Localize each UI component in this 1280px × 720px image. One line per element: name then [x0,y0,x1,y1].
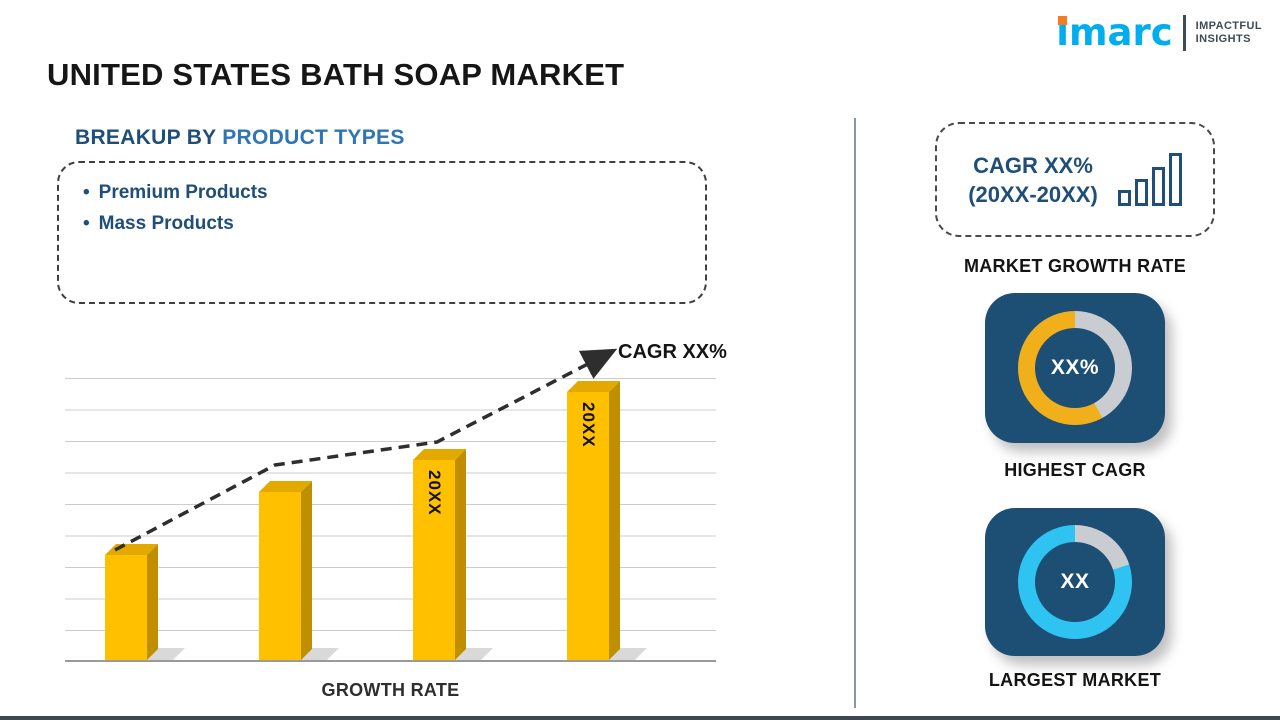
bar-front-face: 20XX [413,460,455,660]
donut-hole: XX% [1035,328,1115,408]
market-growth-rate-label: MARKET GROWTH RATE [963,256,1187,276]
breakup-heading-prefix: BREAKUP BY [75,126,223,149]
breakup-item-label: Premium Products [98,182,268,203]
breakup-item: • Premium Products [83,177,681,208]
highest-cagr-label: HIGHEST CAGR [1004,460,1146,480]
market-growth-card: CAGR XX% (20XX-20XX) [935,122,1215,237]
bar-chart-icon-bar [1151,167,1165,206]
highest-cagr-value: XX% [1050,356,1100,379]
bar: 20XX [567,381,647,660]
bar [259,481,339,660]
growth-card-line1: CAGR XX% [973,152,1093,178]
page-title: UNITED STATES BATH SOAP MARKET [47,57,625,92]
logo-brand-text: imarc [1056,14,1172,51]
bar-front-face [105,555,147,660]
largest-market-donut: XX [1018,525,1132,639]
bar: 20XX [413,449,493,660]
imarc-logo: imarc IMPACTFUL INSIGHTS [1056,14,1262,51]
growth-card-text: CAGR XX% (20XX-20XX) [968,151,1098,209]
cagr-annotation: CAGR XX% [618,341,727,363]
breakup-item-label: Mass Products [98,213,234,234]
bar-chart-plot-area: 20XX 20XX [65,378,716,662]
breakup-item: • Mass Products [83,208,681,239]
largest-market-value: XX [1060,570,1090,593]
logo-tagline: IMPACTFUL INSIGHTS [1196,20,1262,46]
logo-tagline-line1: IMPACTFUL [1195,19,1262,32]
logo-tagline-line2: INSIGHTS [1195,32,1251,45]
logo-brand-word: imarc [1056,11,1173,54]
bottom-accent-bar [0,716,1280,720]
highest-cagr-donut: XX% [1018,311,1132,425]
breakup-heading-highlight: PRODUCT TYPES [222,126,405,149]
bar [105,544,185,660]
bar-chart-icon-bar [1117,190,1131,206]
bar-value-label: 20XX [579,402,598,448]
vertical-divider [854,118,856,708]
donut-hole: XX [1035,542,1115,622]
bar-chart-icon-bar [1168,153,1182,206]
bullet-icon: • [83,182,90,203]
bar-value-label: 20XX [425,470,444,516]
trend-arrow [114,348,618,552]
breakup-box: • Premium Products • Mass Products [57,161,707,304]
bar-front-face [259,492,301,660]
highest-cagr-card: XX% [985,293,1165,443]
largest-market-card: XX [985,508,1165,656]
logo-orange-dot-icon [1058,16,1068,25]
xaxis-label: GROWTH RATE [321,680,460,700]
logo-separator [1182,14,1186,51]
breakup-heading: BREAKUP BY PRODUCT TYPES [75,126,405,150]
bar-chart-icon [1117,153,1182,206]
largest-market-label: LARGEST MARKET [988,670,1162,690]
growth-card-line2: (20XX-20XX) [968,181,1098,207]
bar-chart-icon-bar [1134,179,1148,206]
bullet-icon: • [83,213,90,234]
bar-front-face: 20XX [567,392,609,660]
